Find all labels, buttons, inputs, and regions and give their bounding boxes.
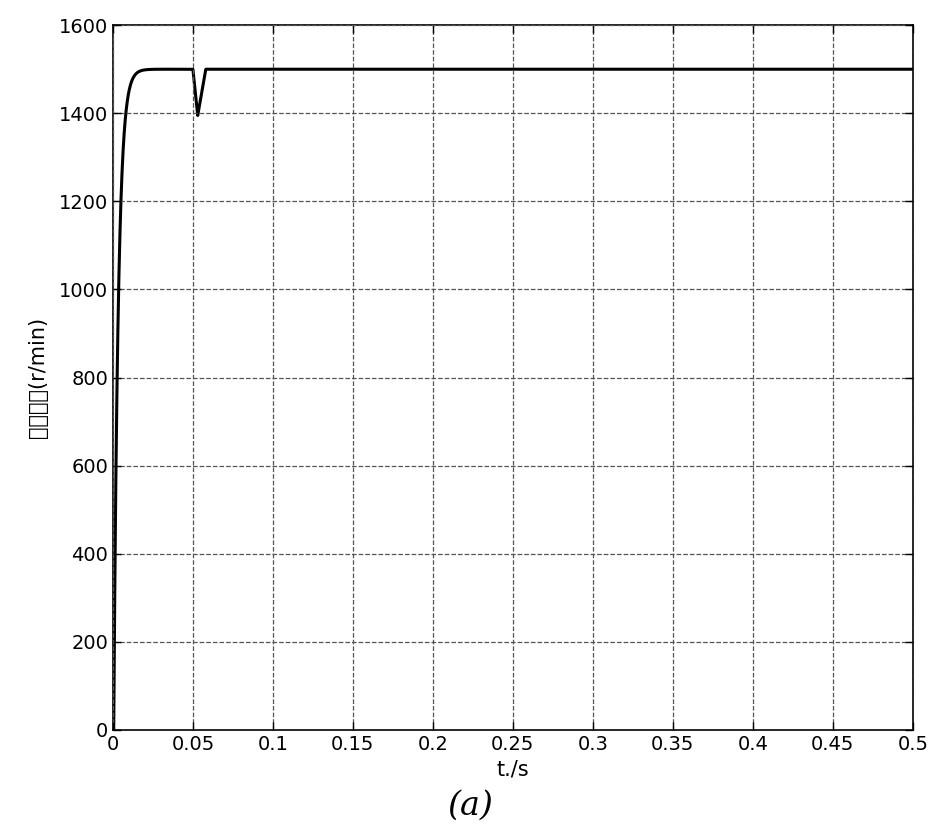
- Text: (a): (a): [448, 790, 493, 822]
- X-axis label: t./s: t./s: [497, 759, 529, 779]
- Y-axis label: 电机转速(r/min): 电机转速(r/min): [27, 317, 48, 438]
